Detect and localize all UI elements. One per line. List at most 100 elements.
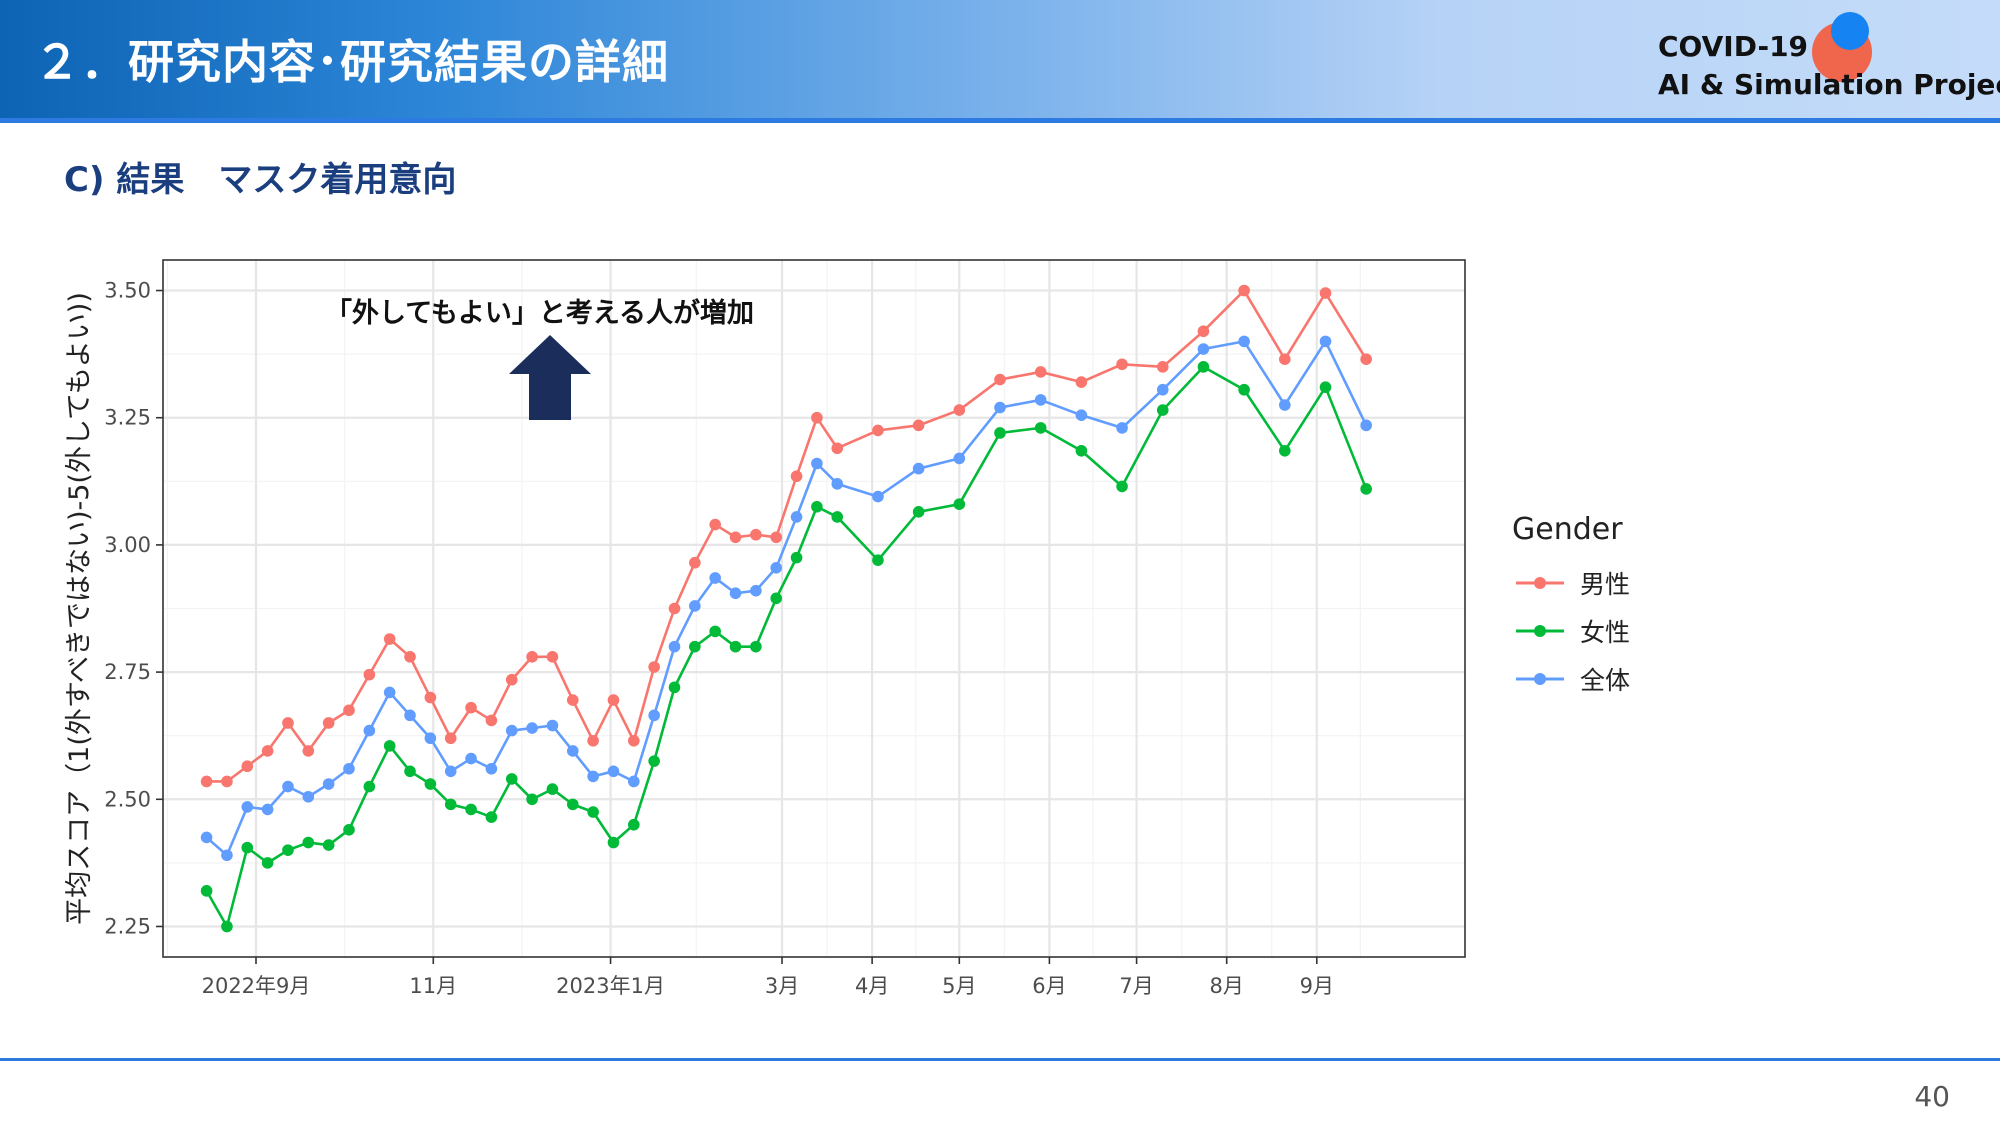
data-point [1279,353,1291,366]
plot-panel-border [162,259,1466,958]
data-point [607,765,620,778]
data-point [526,651,538,663]
logo-blue-dot [1831,12,1869,50]
data-point [750,584,762,597]
data-point [526,722,538,734]
data-point [709,625,721,638]
series-line [205,365,1368,928]
y-axis-title-group: 平均スコア（1(外すべきではない)-5(外してもよい)) [64,292,95,925]
footer-divider [0,1058,2000,1061]
x-tick-label: 2023年1月 [556,974,665,998]
axes: 2.25 2.50 2.75 3.00 3.25 3.50 2022年9月 11月 2023年1… [104,279,1334,998]
data-point [872,554,884,566]
data-point [302,836,315,849]
legend-key-female [1516,625,1564,637]
section-subtitle: C) 結果 マスク着用意向 [64,160,457,200]
data-point [790,511,803,523]
data-point [729,587,742,600]
data-point [1156,404,1169,416]
y-tick-label: 3.00 [104,533,151,557]
data-point [444,732,457,745]
data-point [363,668,376,681]
data-point [221,920,233,933]
data-point [200,831,213,844]
x-tick-label: 6月 [1032,974,1066,998]
data-point [607,836,620,849]
data-point [383,686,396,699]
legend-label-overall: 全体 [1580,666,1631,695]
data-point [1279,444,1291,457]
data-point [485,714,498,727]
data-point [628,734,640,747]
chart-legend: Gender 男性 女性 全体 [1512,512,1772,703]
data-point [424,691,437,704]
series-layer [200,284,1372,933]
data-point [709,518,721,531]
data-point [770,592,783,605]
data-point [587,770,599,783]
data-point [1319,381,1332,393]
data-point [343,704,355,717]
x-tick-label: 2022年9月 [202,974,311,998]
data-point [546,651,559,663]
data-point [1197,361,1210,373]
data-point [1197,325,1210,338]
data-point [790,551,803,564]
series-男性 [200,284,1372,788]
x-tick-label: 7月 [1119,974,1153,998]
data-point [668,681,681,694]
data-point [770,561,783,574]
data-point [648,755,660,767]
data-point [282,780,294,793]
data-point [566,798,579,811]
legend-item-female: 女性 [1512,607,1772,655]
data-point [1034,366,1047,378]
data-point [566,745,579,757]
data-point [302,745,315,757]
data-point [912,419,925,432]
data-point [302,790,315,803]
data-point [546,719,559,732]
data-point [811,457,823,470]
data-point [465,701,477,714]
annotation: 「外してもよい」と考える人が増加 [325,297,754,420]
series-全体 [200,335,1372,862]
data-point [241,760,254,773]
data-point [261,803,274,816]
logo-text-line1: COVID-19 [1658,30,1809,63]
data-point [811,500,823,513]
logo-text-line2: AI & Simulation Project [1658,68,2000,101]
data-point [648,709,660,722]
data-point [872,424,884,437]
data-point [628,775,640,788]
data-point [587,806,599,818]
data-point [363,780,376,793]
data-point [221,775,233,788]
data-point [668,602,681,615]
x-tick-label: 3月 [765,974,799,998]
data-point [831,511,844,523]
x-tick-label: 4月 [855,974,889,998]
data-point [505,724,518,737]
data-point [322,839,335,851]
data-point [1075,409,1088,421]
data-point [668,640,681,653]
data-point [790,470,803,483]
data-point [729,531,742,544]
data-point [200,885,213,897]
data-point [424,732,437,745]
up-arrow-icon [509,335,591,420]
data-point [404,765,416,778]
data-point [1034,394,1047,406]
data-point [322,717,335,729]
grid-minor [163,260,1465,957]
data-point [282,717,294,729]
data-point [1238,335,1250,348]
data-point [485,762,498,775]
data-point [689,556,701,569]
slide-title: ２．研究内容･研究結果の詳細 [34,35,669,89]
data-point [1279,399,1291,411]
data-point [1116,422,1128,434]
data-point [628,818,640,831]
data-point [831,478,844,490]
